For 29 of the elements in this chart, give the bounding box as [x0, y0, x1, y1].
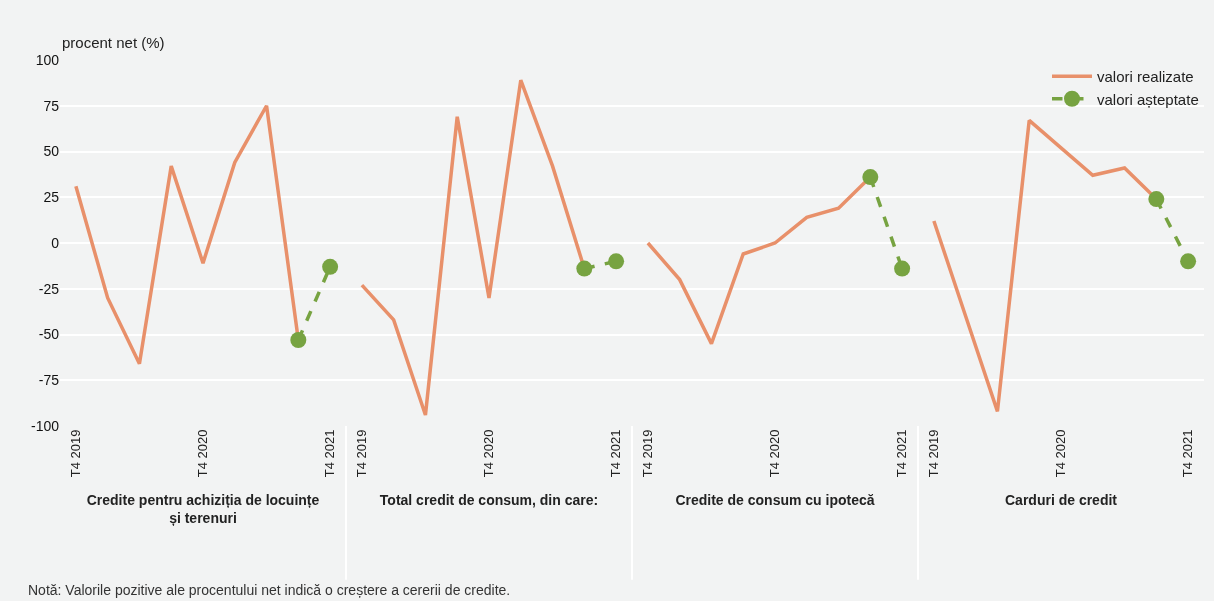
y-tick-label: 0 [51, 234, 60, 251]
x-tick-label: T4 2020 [195, 429, 211, 478]
y-tick-label: 25 [43, 189, 60, 206]
y-tick-label: -75 [38, 372, 60, 389]
x-tick-label: T4 2020 [481, 429, 497, 478]
x-tick-label: T4 2019 [354, 429, 370, 478]
x-axis-title: Credite de consum cu ipotecă [675, 491, 875, 508]
x-axis-title: Carduri de credit [1004, 491, 1118, 508]
x-tick-label: T4 2019 [926, 429, 942, 478]
x-tick-label: T4 2021 [1180, 429, 1196, 478]
x-tick-label: T4 2020 [767, 429, 783, 478]
legend-label: valori așteptate [1097, 90, 1199, 108]
legend-label: valori realizate [1097, 68, 1194, 86]
x-tick-label: T4 2019 [68, 429, 84, 478]
y-axis-title: procent net (%) [62, 34, 165, 51]
x-tick-label: T4 2019 [640, 429, 656, 478]
x-tick-label: T4 2021 [322, 429, 338, 478]
x-tick-label: T4 2021 [608, 429, 624, 478]
y-tick-label: 100 [35, 51, 60, 68]
x-tick-label: T4 2020 [1053, 429, 1069, 478]
x-axis-title: Credite pentru achiziția de locuințe și terenuri [86, 491, 320, 526]
y-tick-label: -25 [38, 280, 60, 297]
y-tick-label: 75 [43, 97, 60, 114]
x-axis-title: Total credit de consum, din care: [379, 491, 599, 508]
y-tick-label: 50 [43, 143, 60, 160]
y-tick-label: -100 [30, 417, 60, 434]
x-tick-label: T4 2021 [894, 429, 910, 478]
text: Notă: Valorile pozitive ale procentului net indică o creștere a cererii de credite. [28, 582, 511, 598]
y-tick-label: -50 [38, 326, 60, 343]
